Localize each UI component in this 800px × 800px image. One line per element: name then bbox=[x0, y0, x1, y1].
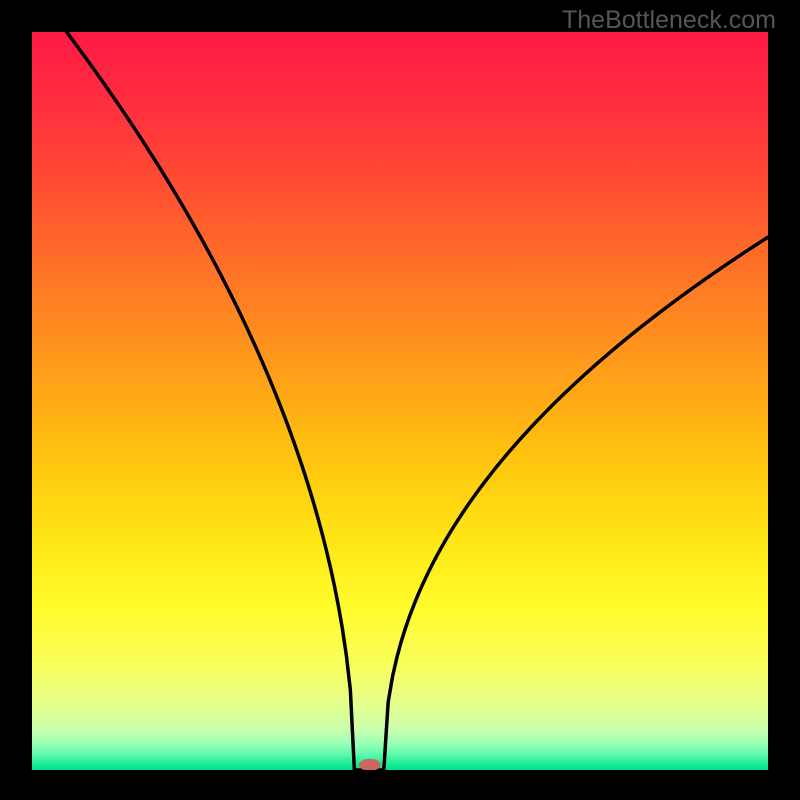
valley-marker bbox=[359, 759, 381, 770]
bottleneck-curve bbox=[67, 32, 768, 770]
watermark-text: TheBottleneck.com bbox=[562, 6, 776, 35]
curve-layer bbox=[32, 32, 768, 770]
figure-container: TheBottleneck.com bbox=[0, 0, 800, 800]
plot-area bbox=[32, 32, 768, 770]
